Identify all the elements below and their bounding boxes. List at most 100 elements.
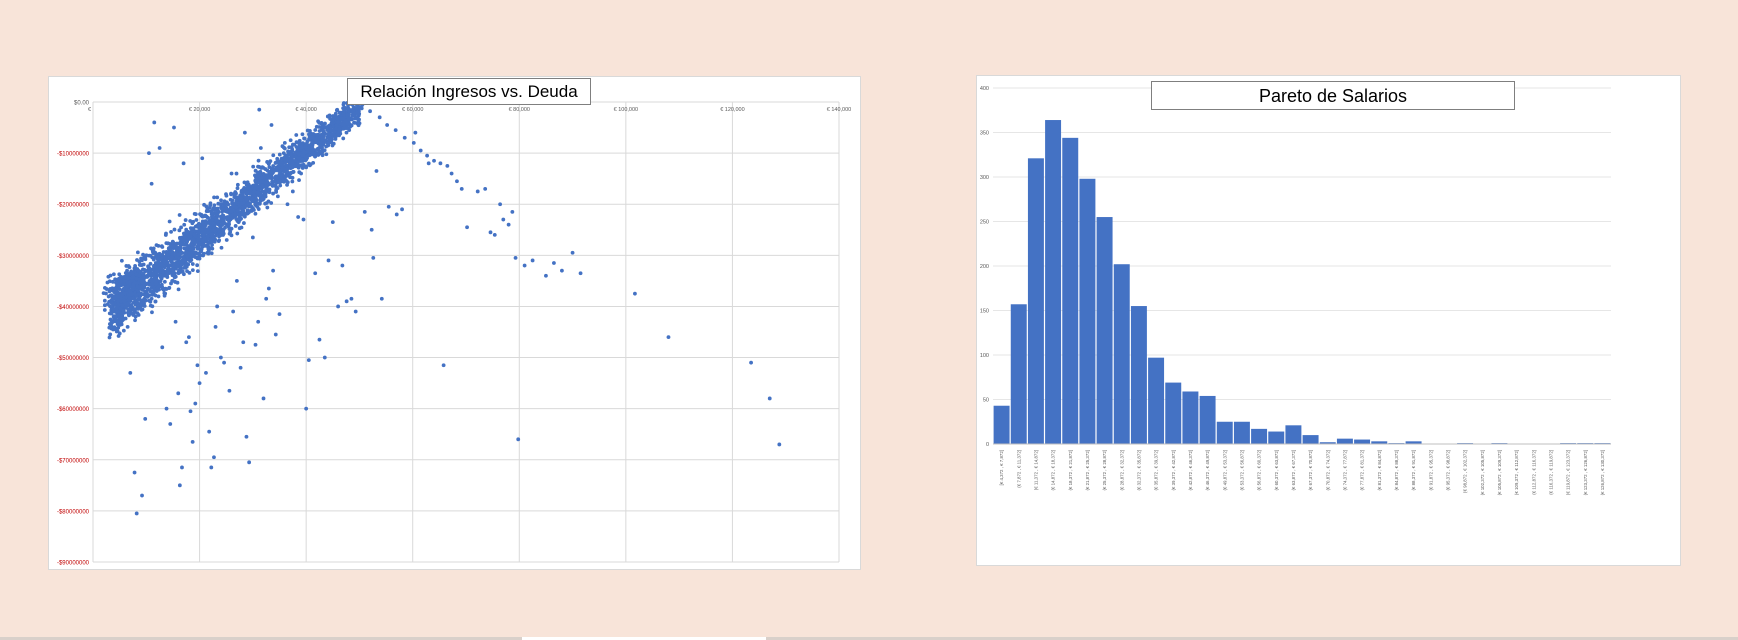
scatter-point <box>215 195 220 200</box>
histogram-x-tick-label: (€ 35,872 , € 39,372] <box>1154 450 1159 491</box>
scatter-point <box>253 201 258 206</box>
scatter-point <box>232 204 237 209</box>
scatter-point <box>190 243 195 248</box>
histogram-bar[interactable] <box>1371 441 1388 444</box>
histogram-bar[interactable] <box>1148 357 1165 444</box>
histogram-x-tick-label: (€ 67,372 , € 70,872] <box>1308 450 1313 491</box>
histogram-bar[interactable] <box>1130 306 1147 444</box>
histogram-bar[interactable] <box>1113 264 1130 444</box>
scatter-point <box>516 437 521 442</box>
scatter-point <box>147 151 151 156</box>
histogram-bar[interactable] <box>993 405 1010 444</box>
scatter-point <box>191 253 196 258</box>
scatter-point <box>328 126 333 130</box>
scatter-point <box>455 179 459 184</box>
scatter-point <box>344 299 349 304</box>
scatter-point <box>162 279 167 284</box>
histogram-x-tick-label: (€ 109,372 , € 112,872] <box>1514 450 1519 495</box>
scatter-point <box>172 125 176 130</box>
scatter-x-tick-label: € 40,000 <box>295 107 316 113</box>
scatter-point <box>321 133 326 138</box>
scatter-point <box>138 306 143 310</box>
scatter-point <box>149 296 154 301</box>
scatter-point <box>305 139 310 144</box>
scatter-point <box>229 192 234 197</box>
scatter-point <box>330 132 335 137</box>
histogram-bar[interactable] <box>1233 421 1250 444</box>
scatter-point <box>288 175 293 180</box>
scatter-point <box>445 163 450 168</box>
scatter-point <box>307 153 312 158</box>
scatter-point <box>150 279 154 284</box>
scatter-point <box>262 174 267 179</box>
scatter-point <box>263 194 268 199</box>
histogram-chart-title[interactable]: Pareto de Salarios <box>1151 81 1515 110</box>
scatter-point <box>150 267 155 272</box>
histogram-bar[interactable] <box>1062 137 1079 444</box>
scatter-point <box>666 335 671 340</box>
scatter-point <box>172 261 176 266</box>
histogram-bar[interactable] <box>1268 431 1285 444</box>
scatter-point <box>177 228 182 233</box>
scatter-point <box>371 255 376 260</box>
scatter-point <box>302 136 307 141</box>
scatter-point <box>197 381 202 386</box>
scatter-point <box>331 116 336 121</box>
scatter-point <box>147 273 152 277</box>
histogram-chart-card[interactable]: 0 50 100 150 200 250 300 350 400 [€ 4,372 , € 7,8… <box>976 75 1681 566</box>
histogram-bar[interactable] <box>1010 304 1027 444</box>
histogram-bar[interactable] <box>1302 435 1319 444</box>
histogram-bar[interactable] <box>1096 217 1113 444</box>
scatter-point <box>438 161 443 166</box>
scatter-point <box>268 170 273 174</box>
scatter-point <box>209 210 214 215</box>
scatter-point <box>217 238 222 243</box>
histogram-bar[interactable] <box>1336 438 1353 444</box>
scatter-point <box>151 273 156 278</box>
histogram-bar[interactable] <box>1319 442 1336 444</box>
scatter-point <box>107 335 112 340</box>
sheet-tab[interactable] <box>522 637 766 640</box>
scatter-point <box>149 246 153 251</box>
scatter-point <box>134 511 139 516</box>
scatter-point <box>271 191 275 196</box>
scatter-point <box>402 135 407 140</box>
scatter-point <box>263 189 268 194</box>
scatter-point <box>169 255 174 260</box>
scatter-point <box>189 258 194 262</box>
histogram-x-tick-label: (€ 81,372 , € 84,872] <box>1377 450 1382 491</box>
scatter-point <box>256 173 260 178</box>
scatter-point <box>116 284 121 288</box>
scatter-point <box>267 190 272 195</box>
histogram-bar[interactable] <box>1285 425 1302 444</box>
scatter-point <box>102 308 107 312</box>
scatter-point <box>275 160 279 164</box>
scatter-point <box>318 140 323 145</box>
scatter-point <box>275 194 280 199</box>
histogram-x-tick-label: (€ 56,872 , € 60,372] <box>1257 450 1262 491</box>
histogram-bar[interactable] <box>1216 421 1233 444</box>
histogram-bar[interactable] <box>1027 158 1044 444</box>
histogram-x-tick-label: (€ 74,372 , € 77,872] <box>1342 450 1347 491</box>
histogram-bar[interactable] <box>1199 395 1216 444</box>
scatter-point <box>251 164 256 169</box>
scatter-point <box>269 176 274 181</box>
histogram-bar[interactable] <box>1045 120 1062 444</box>
scatter-points <box>101 101 782 516</box>
scatter-point <box>282 140 287 145</box>
histogram-bar[interactable] <box>1354 439 1371 444</box>
scatter-point <box>263 167 268 171</box>
scatter-chart-title[interactable]: Relación Ingresos vs. Deuda <box>347 78 591 105</box>
scatter-point <box>142 304 147 308</box>
histogram-bar[interactable] <box>1079 178 1096 444</box>
scatter-point <box>299 163 304 168</box>
scatter-point <box>570 250 575 255</box>
histogram-bar[interactable] <box>1165 382 1182 444</box>
scatter-point <box>136 273 141 278</box>
scatter-point <box>280 144 285 149</box>
scatter-point <box>432 158 436 163</box>
scatter-chart-card[interactable]: $0.00 -$10000000 -$20000000 -$30000000 -$400… <box>48 76 861 570</box>
histogram-bar[interactable] <box>1405 441 1422 444</box>
histogram-bar[interactable] <box>1251 428 1268 444</box>
histogram-bar[interactable] <box>1182 391 1199 444</box>
